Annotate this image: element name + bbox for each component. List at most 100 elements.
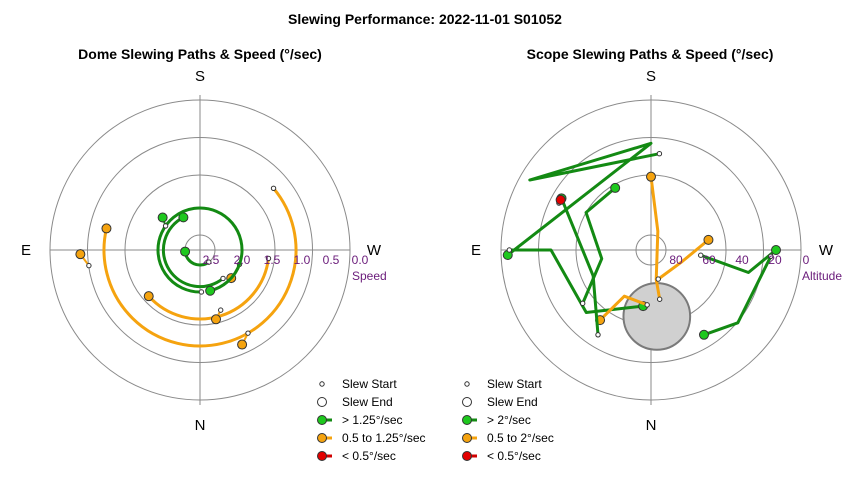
scope-slew-path <box>700 248 777 274</box>
dome-slew-end <box>143 291 154 302</box>
dome-radial-tick: 1.0 <box>294 253 311 267</box>
dome-slew-end <box>180 246 191 257</box>
dome-label-top: S <box>195 68 205 85</box>
scope-label-bottom: N <box>646 417 657 434</box>
dome-title: Dome Slewing Paths & Speed (°/sec) <box>78 46 322 62</box>
dome-slew-end <box>237 339 248 350</box>
dome-legend-start-marker <box>319 381 325 387</box>
dome-legend-end-label: Slew End <box>342 395 393 409</box>
scope-slew-start <box>655 276 661 282</box>
dome-slew-end <box>101 223 112 234</box>
dome-slew-end <box>205 285 216 296</box>
scope-legend-medium-label: 0.5 to 2°/sec <box>487 431 554 445</box>
scope-legend-start-label: Slew Start <box>487 377 542 391</box>
dome-label-bottom: N <box>195 417 206 434</box>
scope-title: Scope Slewing Paths & Speed (°/sec) <box>527 46 774 62</box>
dome-label-left: E <box>21 242 31 259</box>
dome-slew-path <box>102 187 298 348</box>
scope-radial-tick: 20 <box>768 253 782 267</box>
dome-legend-fast-label: > 1.25°/sec <box>342 413 403 427</box>
scope-slew-start <box>656 296 663 302</box>
chart-title: Slewing Performance: 2022-11-01 S01052 <box>288 11 562 27</box>
dome-radial-tick: 0.5 <box>323 253 340 267</box>
scope-legend-slow-marker <box>462 451 472 461</box>
dome-slew-start <box>206 259 212 265</box>
scope-slew-end <box>698 329 709 340</box>
scope-slew-path <box>581 186 617 304</box>
dome-slew-end <box>210 314 221 325</box>
scope-slew-path <box>703 255 773 337</box>
scope-paths <box>502 141 781 340</box>
scope-slew-end <box>610 182 621 193</box>
dome-legend: Slew Start Slew End > 1.25°/sec 0.5 to 1.25… <box>317 377 426 463</box>
dome-slew-path <box>161 216 224 289</box>
dome-legend-medium-label: 0.5 to 1.25°/sec <box>342 431 426 445</box>
dome-legend-medium-marker <box>317 433 327 443</box>
scope-label-left: E <box>471 242 481 259</box>
dome-radial-tick: 1.5 <box>264 253 281 267</box>
scope-radial-ticks: 80 60 40 20 0 <box>669 253 809 267</box>
dome-radial-axis-label: Speed <box>352 269 387 283</box>
dome-radial-tick: 2.0 <box>234 253 251 267</box>
scope-slew-path <box>599 294 648 322</box>
scope-slew-end <box>555 194 566 205</box>
dome-paths <box>75 185 298 350</box>
scope-slew-end <box>646 171 656 182</box>
scope-radial-tick: 0 <box>803 253 810 267</box>
scope-label-right: W <box>819 242 834 259</box>
scope-radial-tick: 60 <box>702 253 716 267</box>
dome-radial-tick: 2.5 <box>203 253 220 267</box>
scope-slew-path <box>657 238 710 281</box>
scope-slew-path <box>506 141 660 257</box>
scope-radial-axis-label: Altitude <box>802 269 842 283</box>
scope-excluded-circle <box>622 282 692 351</box>
scope-slew-end <box>703 234 714 245</box>
scope-slew-path <box>649 176 662 300</box>
scope-legend-fast-marker <box>462 415 472 425</box>
dome-slew-start <box>265 255 272 262</box>
dome-slew-path <box>156 206 244 294</box>
scope-excluded-region <box>622 282 692 351</box>
scope-legend-end-marker <box>462 397 472 407</box>
dome-slew-path <box>147 258 270 321</box>
scope-radial-tick: 80 <box>669 253 683 267</box>
scope-legend-slow-label: < 0.5°/sec <box>487 449 541 463</box>
dome-slew-start <box>270 185 277 191</box>
scope-legend-medium-marker <box>462 433 472 443</box>
scope-slew-end <box>771 245 781 255</box>
scope-label-top: S <box>646 68 656 85</box>
dome-panel: Dome Slewing Paths & Speed (°/sec) 2.5 2.… <box>21 46 426 463</box>
scope-radial-tick: 40 <box>735 253 749 267</box>
scope-legend-fast-label: > 2°/sec <box>487 413 531 427</box>
scope-slew-start <box>644 302 650 308</box>
dome-legend-slow-label: < 0.5°/sec <box>342 449 396 463</box>
dome-slew-end <box>157 212 168 223</box>
dome-legend-slow-marker <box>317 451 327 461</box>
scope-slew-start <box>698 252 704 258</box>
dome-slew-start <box>245 330 251 336</box>
dome-slew-start <box>218 307 224 313</box>
dome-slew-start <box>86 262 92 269</box>
scope-slew-start <box>656 151 663 157</box>
scope-slew-start <box>595 332 601 338</box>
scope-slew-start <box>768 253 774 259</box>
dome-radial-ticks: 2.5 2.0 1.5 1.0 0.5 0.0 <box>203 253 369 267</box>
dome-legend-fast-marker <box>317 415 327 425</box>
scope-slew-path <box>509 248 644 315</box>
scope-legend: Slew Start Slew End > 2°/sec 0.5 to 2°/sec <… <box>462 377 554 463</box>
scope-legend-start-marker <box>464 381 470 387</box>
dome-slew-start <box>198 289 205 295</box>
dome-slew-start <box>162 223 169 229</box>
dome-label-right: W <box>367 242 382 259</box>
dome-slew-start <box>220 275 226 282</box>
dome-legend-start-label: Slew Start <box>342 377 397 391</box>
scope-panel: Scope Slewing Paths & Speed (°/sec) 80 60… <box>462 46 842 463</box>
dome-slew-end <box>75 249 86 260</box>
scope-slew-path <box>560 197 600 335</box>
scope-slew-start <box>506 247 513 253</box>
dome-radial-tick: 0.0 <box>352 253 369 267</box>
dome-polar-grid <box>49 95 351 405</box>
dome-legend-end-marker <box>317 397 327 407</box>
scope-slew-start <box>580 300 586 307</box>
